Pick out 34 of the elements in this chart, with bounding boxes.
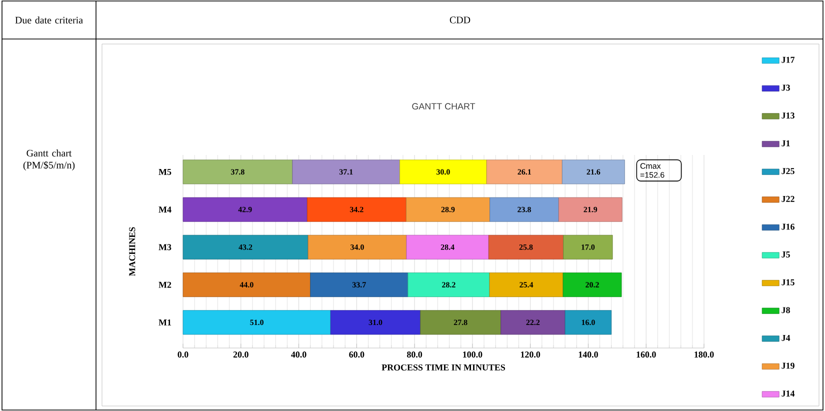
legend-label: J14 (782, 390, 795, 397)
text: Due date criteria (15, 16, 83, 24)
y-tick-label: M3 (158, 244, 172, 250)
y-tick-label: M2 (158, 282, 172, 288)
x-tick-label: 20.0 (233, 352, 248, 358)
legend-label: J15 (782, 279, 794, 286)
y-tick-label: M4 (158, 206, 172, 212)
legend-label: J25 (782, 168, 794, 174)
x-tick-label: 0.0 (178, 352, 188, 358)
x-tick-label: 180.0 (694, 352, 714, 358)
y-tick-label: M5 (158, 168, 172, 175)
text: CDD (450, 16, 470, 24)
legend-label: J19 (782, 362, 794, 369)
x-tick-label: 100.0 (463, 352, 482, 358)
legend-label: J17 (782, 56, 795, 63)
x-tick-label: 60.0 (349, 352, 364, 358)
legend-label: J3 (782, 84, 790, 91)
x-tick-label: 80.0 (407, 352, 422, 358)
y-axis-title: MACHINES (129, 227, 136, 276)
chart-title: GANTT CHART (412, 103, 476, 110)
legend-label: J22 (782, 196, 794, 202)
legend-label: J5 (782, 252, 790, 258)
x-axis-title: PROCESS TIME IN MINUTES (382, 364, 506, 370)
x-tick-label: 140.0 (578, 352, 598, 358)
legend-label: J13 (782, 112, 794, 119)
text: Gantt chart (PM/$5/m/n) (23, 149, 75, 170)
x-tick-label: 160.0 (636, 352, 656, 358)
legend-label: J4 (782, 334, 790, 341)
legend-label: J1 (782, 140, 790, 146)
x-tick-label: 40.0 (291, 352, 306, 358)
y-tick-label: M1 (158, 319, 172, 326)
legend-label: J8 (782, 307, 790, 314)
legend-label: J16 (782, 224, 794, 230)
x-tick-label: 120.0 (520, 352, 540, 358)
